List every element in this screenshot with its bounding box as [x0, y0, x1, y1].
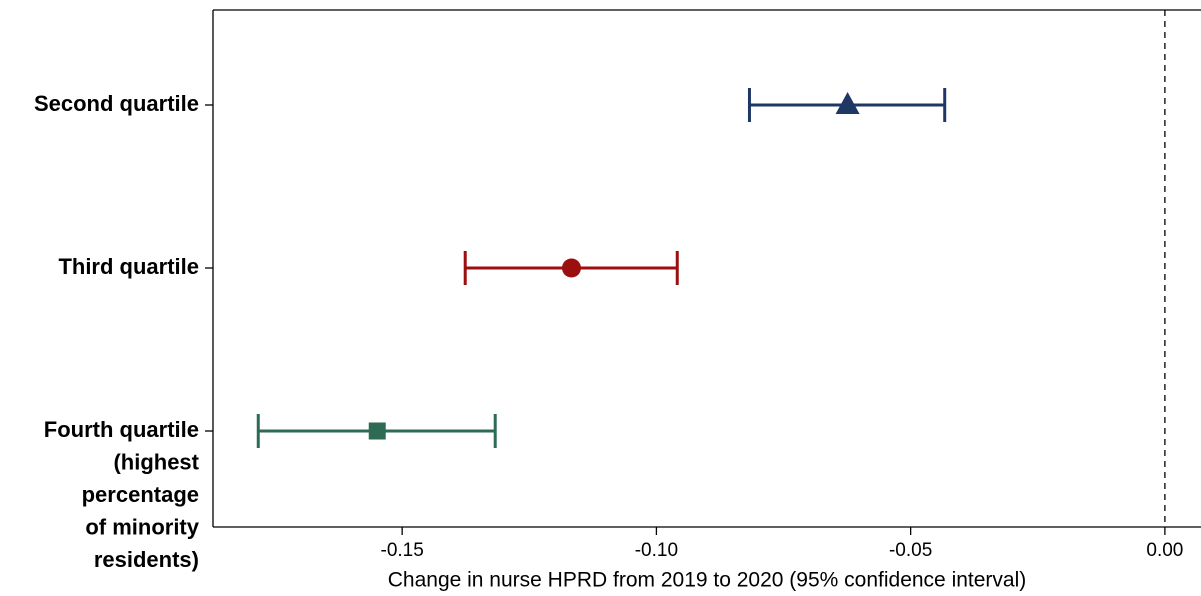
x-tick-label: -0.15	[381, 540, 424, 561]
y-tick-label: Third quartile	[58, 254, 199, 279]
point	[561, 258, 581, 278]
y-tick-label-line: Fourth quartile	[44, 417, 199, 442]
y-tick-label: Second quartile	[34, 91, 199, 116]
x-tick-label: 0.00	[1146, 540, 1183, 561]
point	[368, 422, 386, 440]
y-tick-label-line: of minority	[85, 514, 199, 539]
x-tick-label: -0.05	[889, 540, 932, 561]
point	[835, 92, 860, 114]
y-tick-label-line: (highest	[113, 449, 199, 474]
x-axis-title: Change in nurse HPRD from 2019 to 2020 (…	[388, 569, 1027, 592]
y-tick-label: Fourth quartile (highest percentage of mino…	[44, 417, 200, 572]
x-tick-label: -0.10	[635, 540, 678, 561]
y-tick-label-line: residents)	[94, 547, 199, 572]
y-tick-label-line: percentage	[82, 482, 199, 507]
